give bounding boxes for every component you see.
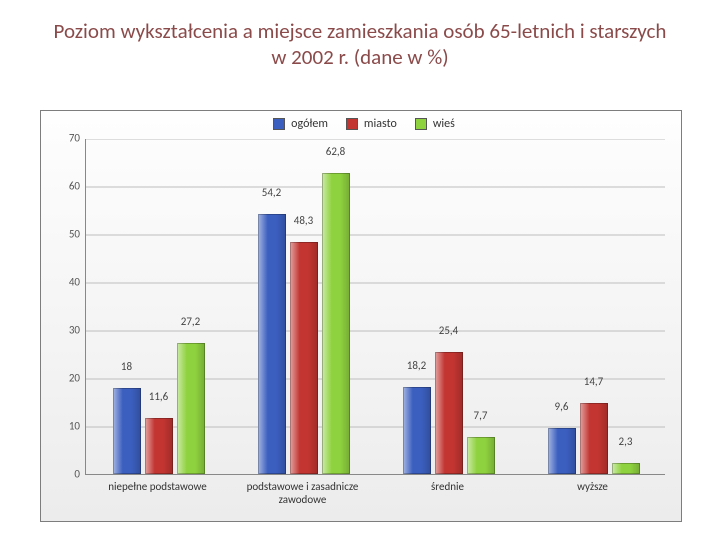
y-tick-label: 10 bbox=[69, 420, 86, 433]
value-label: 25,4 bbox=[439, 324, 458, 337]
value-label: 48,3 bbox=[294, 214, 313, 227]
bar bbox=[113, 388, 141, 474]
y-tick-label: 20 bbox=[69, 372, 86, 385]
bar bbox=[177, 343, 205, 474]
x-axis-labels: niepełne podstawowepodstawowe i zasadnic… bbox=[85, 477, 665, 521]
x-tick-label: niepełne podstawowe bbox=[85, 481, 230, 494]
bar bbox=[467, 437, 495, 474]
bar bbox=[435, 352, 463, 474]
value-label: 2,3 bbox=[619, 435, 633, 448]
legend-item: wieś bbox=[409, 117, 455, 131]
bar bbox=[548, 428, 576, 474]
y-tick-label: 40 bbox=[69, 276, 86, 289]
bar bbox=[258, 214, 286, 474]
bar bbox=[612, 463, 640, 474]
bar bbox=[322, 173, 350, 474]
plot-area: 0102030405060701811,627,254,248,362,818,… bbox=[85, 139, 665, 475]
bar bbox=[290, 242, 318, 474]
y-tick-label: 60 bbox=[69, 180, 86, 193]
legend-swatch bbox=[273, 118, 285, 130]
value-label: 27,2 bbox=[181, 315, 200, 328]
legend-swatch bbox=[346, 118, 358, 130]
chart-area: ogółemmiastowieś 0102030405060701811,627… bbox=[40, 110, 682, 522]
x-tick-label: podstawowe i zasadnicze zawodowe bbox=[230, 481, 375, 506]
value-label: 9,6 bbox=[555, 400, 569, 413]
value-label: 54,2 bbox=[262, 186, 281, 199]
value-label: 18 bbox=[121, 360, 132, 373]
value-label: 14,7 bbox=[584, 375, 603, 388]
legend-item: ogółem bbox=[267, 117, 328, 131]
y-tick-label: 70 bbox=[69, 132, 86, 145]
y-tick-label: 50 bbox=[69, 228, 86, 241]
value-label: 62,8 bbox=[326, 145, 345, 158]
chart-title: Poziom wykształcenia a miejsce zamieszka… bbox=[0, 0, 720, 71]
x-tick-label: średnie bbox=[375, 481, 520, 494]
legend-swatch bbox=[415, 118, 427, 130]
bar bbox=[403, 387, 431, 474]
value-label: 7,7 bbox=[474, 409, 488, 422]
legend-item: miasto bbox=[340, 117, 397, 131]
gridlines bbox=[86, 139, 665, 474]
value-label: 11,6 bbox=[149, 390, 168, 403]
value-label: 18,2 bbox=[407, 359, 426, 372]
bar bbox=[145, 418, 173, 474]
y-tick-label: 30 bbox=[69, 324, 86, 337]
bar bbox=[580, 403, 608, 474]
x-tick-label: wyższe bbox=[520, 481, 665, 494]
legend: ogółem miasto wieś bbox=[41, 117, 681, 131]
